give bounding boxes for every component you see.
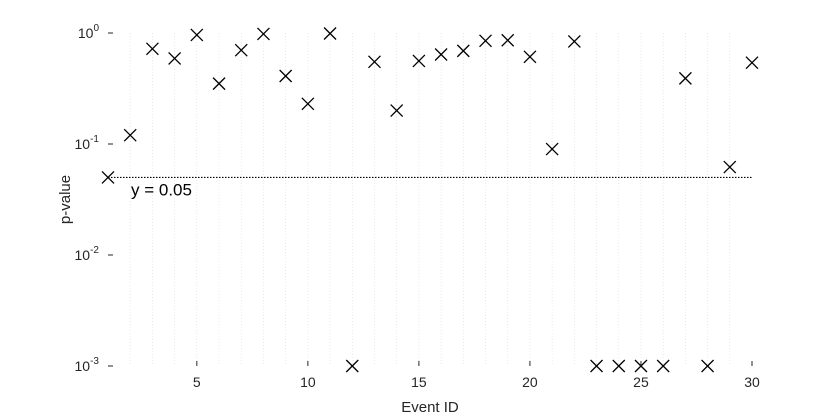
data-point <box>390 104 404 118</box>
data-point <box>212 77 226 91</box>
data-points <box>101 27 759 373</box>
y-tick-label: 10-3 <box>75 356 100 374</box>
marker-stroke <box>523 50 537 64</box>
marker-stroke <box>723 160 737 174</box>
data-point <box>279 69 293 83</box>
x-tick-label: 15 <box>411 374 427 390</box>
marker-stroke <box>701 359 715 373</box>
marker-stroke <box>168 51 182 65</box>
y-tick-label: 10-1 <box>75 134 100 152</box>
marker-stroke <box>545 142 559 156</box>
x-axis-title: Event ID <box>401 399 459 416</box>
y-tick-label: 10-2 <box>75 245 100 263</box>
data-point <box>723 160 737 174</box>
marker-stroke <box>301 97 315 111</box>
data-point <box>501 33 515 47</box>
plot-area <box>108 33 752 366</box>
y-axis-title: p-value <box>57 175 74 224</box>
data-point <box>479 34 492 48</box>
data-point <box>590 359 604 373</box>
y-axis-ticks: 10-3 10-2 10-1 100 <box>75 23 113 374</box>
data-point <box>567 34 581 48</box>
y-tick-label: 100 <box>78 23 100 41</box>
data-point <box>701 359 715 373</box>
data-point <box>301 97 315 111</box>
data-point <box>190 28 204 42</box>
x-axis-ticks: 5 10 15 20 25 30 <box>193 361 760 390</box>
marker-stroke <box>612 359 626 373</box>
threshold-label: y = 0.05 <box>131 180 192 199</box>
x-tick-label: 30 <box>744 374 760 390</box>
marker-stroke <box>234 43 248 57</box>
marker-stroke <box>501 33 515 47</box>
data-point <box>656 359 670 373</box>
data-point <box>234 43 248 57</box>
data-point <box>368 55 381 69</box>
x-tick-label: 10 <box>300 374 316 390</box>
marker-stroke <box>479 34 492 48</box>
data-point <box>456 44 470 58</box>
marker-stroke <box>745 56 759 70</box>
data-point <box>345 359 359 373</box>
marker-stroke <box>123 128 137 142</box>
data-point <box>434 48 448 61</box>
data-point <box>545 142 559 156</box>
x-tick-label: 20 <box>522 374 538 390</box>
data-point <box>523 50 537 64</box>
marker-stroke <box>456 44 470 58</box>
marker-stroke <box>279 69 293 83</box>
marker-stroke <box>145 42 159 56</box>
x-tick-label: 25 <box>633 374 649 390</box>
marker-stroke <box>390 104 404 118</box>
marker-stroke <box>412 54 426 68</box>
x-tick-label: 5 <box>193 374 201 390</box>
marker-stroke <box>434 48 448 61</box>
data-point <box>123 128 137 142</box>
marker-stroke <box>567 34 581 48</box>
marker-stroke <box>368 55 381 69</box>
data-point <box>168 51 182 65</box>
data-point <box>745 56 759 70</box>
data-point <box>145 42 159 56</box>
marker-stroke <box>101 170 115 184</box>
data-point <box>256 27 270 41</box>
data-point <box>678 71 692 85</box>
marker-stroke <box>345 359 359 373</box>
marker-stroke <box>678 71 692 85</box>
data-point <box>412 54 426 68</box>
data-point <box>101 170 115 184</box>
data-point <box>612 359 626 373</box>
marker-stroke <box>256 27 270 41</box>
marker-stroke <box>190 28 204 42</box>
data-point <box>323 27 337 40</box>
marker-stroke <box>590 359 604 373</box>
marker-stroke <box>323 27 337 40</box>
marker-stroke <box>656 359 670 373</box>
marker-stroke <box>212 77 226 91</box>
